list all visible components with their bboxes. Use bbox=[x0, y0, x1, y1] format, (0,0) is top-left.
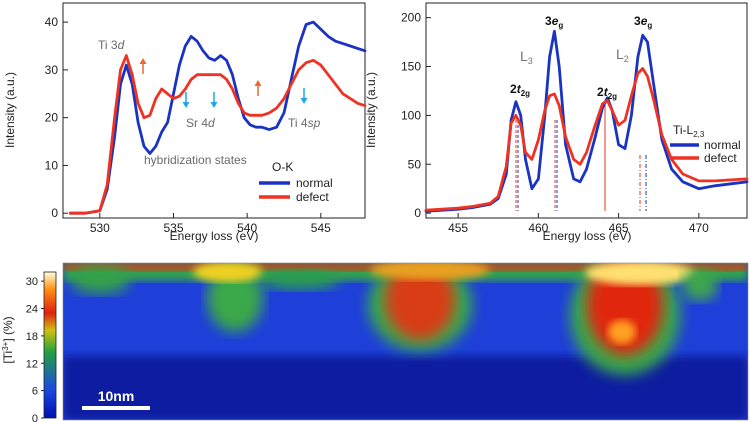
o-k-legend: O-K normal defect bbox=[259, 160, 333, 204]
ti-l-x-tick-label: 465 bbox=[609, 221, 629, 235]
legend-title-o-k: O-K bbox=[272, 160, 293, 174]
annotation-ti-3d: Ti 3d bbox=[98, 38, 125, 52]
colorbar-tick-label: 6 bbox=[32, 386, 38, 398]
ti-l-spectrum-panel: 455 460 465 470 0 50 100 150 200 Intensity (a.u… bbox=[364, 2, 749, 243]
ti-l-y-tick-label: 100 bbox=[401, 108, 421, 122]
annotation-ti-4sp: Ti 4sp bbox=[288, 116, 321, 130]
colorbar-ticks: 0 6 12 18 24 30 bbox=[26, 276, 44, 422]
ti-l-x-tick-label: 470 bbox=[689, 221, 709, 235]
scale-bar-label: 10nm bbox=[98, 388, 135, 404]
colorbar-tick-label: 30 bbox=[26, 276, 38, 288]
o-k-x-tick-label: 540 bbox=[237, 221, 257, 235]
o-k-series-defect bbox=[69, 54, 367, 215]
ti-l-y-axis: 0 50 100 150 200 bbox=[401, 11, 431, 220]
o-k-plot-frame bbox=[62, 2, 366, 219]
o-k-y-tick-label: 20 bbox=[45, 111, 59, 125]
ti-l-series-lines bbox=[424, 29, 749, 213]
heatmap-image bbox=[63, 263, 748, 420]
o-k-y-axis-label: Intensity (a.u.) bbox=[3, 72, 17, 148]
heatmap-frame bbox=[62, 262, 749, 421]
o-k-y-tick-label: 10 bbox=[45, 158, 59, 172]
colorbar-tick-label: 12 bbox=[26, 358, 38, 370]
o-k-x-tick-label: 535 bbox=[163, 221, 183, 235]
ti-l-series-normal bbox=[424, 29, 749, 213]
arrow-down-cyan-icon bbox=[300, 88, 308, 104]
annotation-2t2g-l2: 2t2g bbox=[597, 85, 617, 101]
ti-l-plot-frame bbox=[425, 2, 748, 219]
ti3-concentration-map-panel: 0 6 12 18 24 30 [Ti3+] (%) 10nm bbox=[1, 262, 749, 422]
annotation-3eg-l2: 3eg bbox=[634, 14, 652, 30]
arrow-down-cyan-icon bbox=[210, 92, 218, 108]
legend-title-ti-l: Ti-L2,3 bbox=[673, 123, 705, 139]
ti-l-x-tick-label: 455 bbox=[448, 221, 468, 235]
ti-l-y-tick-label: 150 bbox=[401, 60, 421, 74]
ti-l-x-axis-label: Energy loss (eV) bbox=[543, 229, 632, 243]
annotation-L2: L2 bbox=[616, 46, 629, 64]
ti-l-y-axis-label: Intensity (a.u.) bbox=[364, 72, 378, 148]
o-k-y-axis: 0 10 20 30 40 bbox=[45, 15, 68, 220]
ti-l-x-tick-label: 460 bbox=[528, 221, 548, 235]
o-k-x-tick-label: 545 bbox=[311, 221, 331, 235]
annotation-hybridization: hybridization states bbox=[144, 153, 247, 167]
o-k-y-tick-label: 30 bbox=[45, 63, 59, 77]
annotation-sr-4d: Sr 4d bbox=[186, 116, 215, 130]
arrow-up-orange-icon bbox=[254, 80, 262, 96]
colorbar-tick-label: 0 bbox=[32, 413, 38, 422]
peak-marker-lines bbox=[515, 105, 647, 211]
o-k-series-lines bbox=[69, 20, 367, 215]
colorbar-tick-label: 18 bbox=[26, 331, 38, 343]
legend-label-defect-b: defect bbox=[704, 151, 737, 165]
colorbar-label: [Ti3+] (%) bbox=[1, 316, 15, 363]
ti-l-y-tick-label: 0 bbox=[414, 206, 421, 220]
ti-l-series-defect bbox=[424, 67, 749, 212]
o-k-y-tick-label: 40 bbox=[45, 15, 59, 29]
legend-label-defect: defect bbox=[296, 190, 329, 204]
arrow-up-orange-icon bbox=[139, 58, 147, 74]
ti-l-x-axis: 455 460 465 470 bbox=[448, 213, 709, 235]
legend-label-normal-b: normal bbox=[704, 138, 741, 152]
annotation-3eg-l3: 3eg bbox=[545, 14, 563, 30]
colorbar bbox=[43, 271, 57, 419]
o-k-series-normal bbox=[69, 20, 367, 215]
ti-l-y-tick-label: 50 bbox=[408, 157, 422, 171]
legend-label-normal: normal bbox=[296, 176, 333, 190]
colorbar-tick-label: 24 bbox=[26, 304, 38, 316]
o-k-y-tick-label: 0 bbox=[51, 206, 58, 220]
annotation-2t2g-l3: 2t2g bbox=[510, 82, 530, 98]
ti-l-y-tick-label: 200 bbox=[401, 11, 421, 25]
o-k-x-axis: 530 535 540 545 bbox=[90, 213, 331, 235]
o-k-x-axis-label: Energy loss (eV) bbox=[170, 229, 259, 243]
ti-l-legend: Ti-L2,3 normal defect bbox=[670, 123, 741, 165]
arrow-down-cyan-icon bbox=[182, 92, 190, 108]
o-k-x-tick-label: 530 bbox=[90, 221, 110, 235]
annotation-L3: L3 bbox=[520, 48, 533, 66]
scale-bar bbox=[82, 406, 150, 410]
